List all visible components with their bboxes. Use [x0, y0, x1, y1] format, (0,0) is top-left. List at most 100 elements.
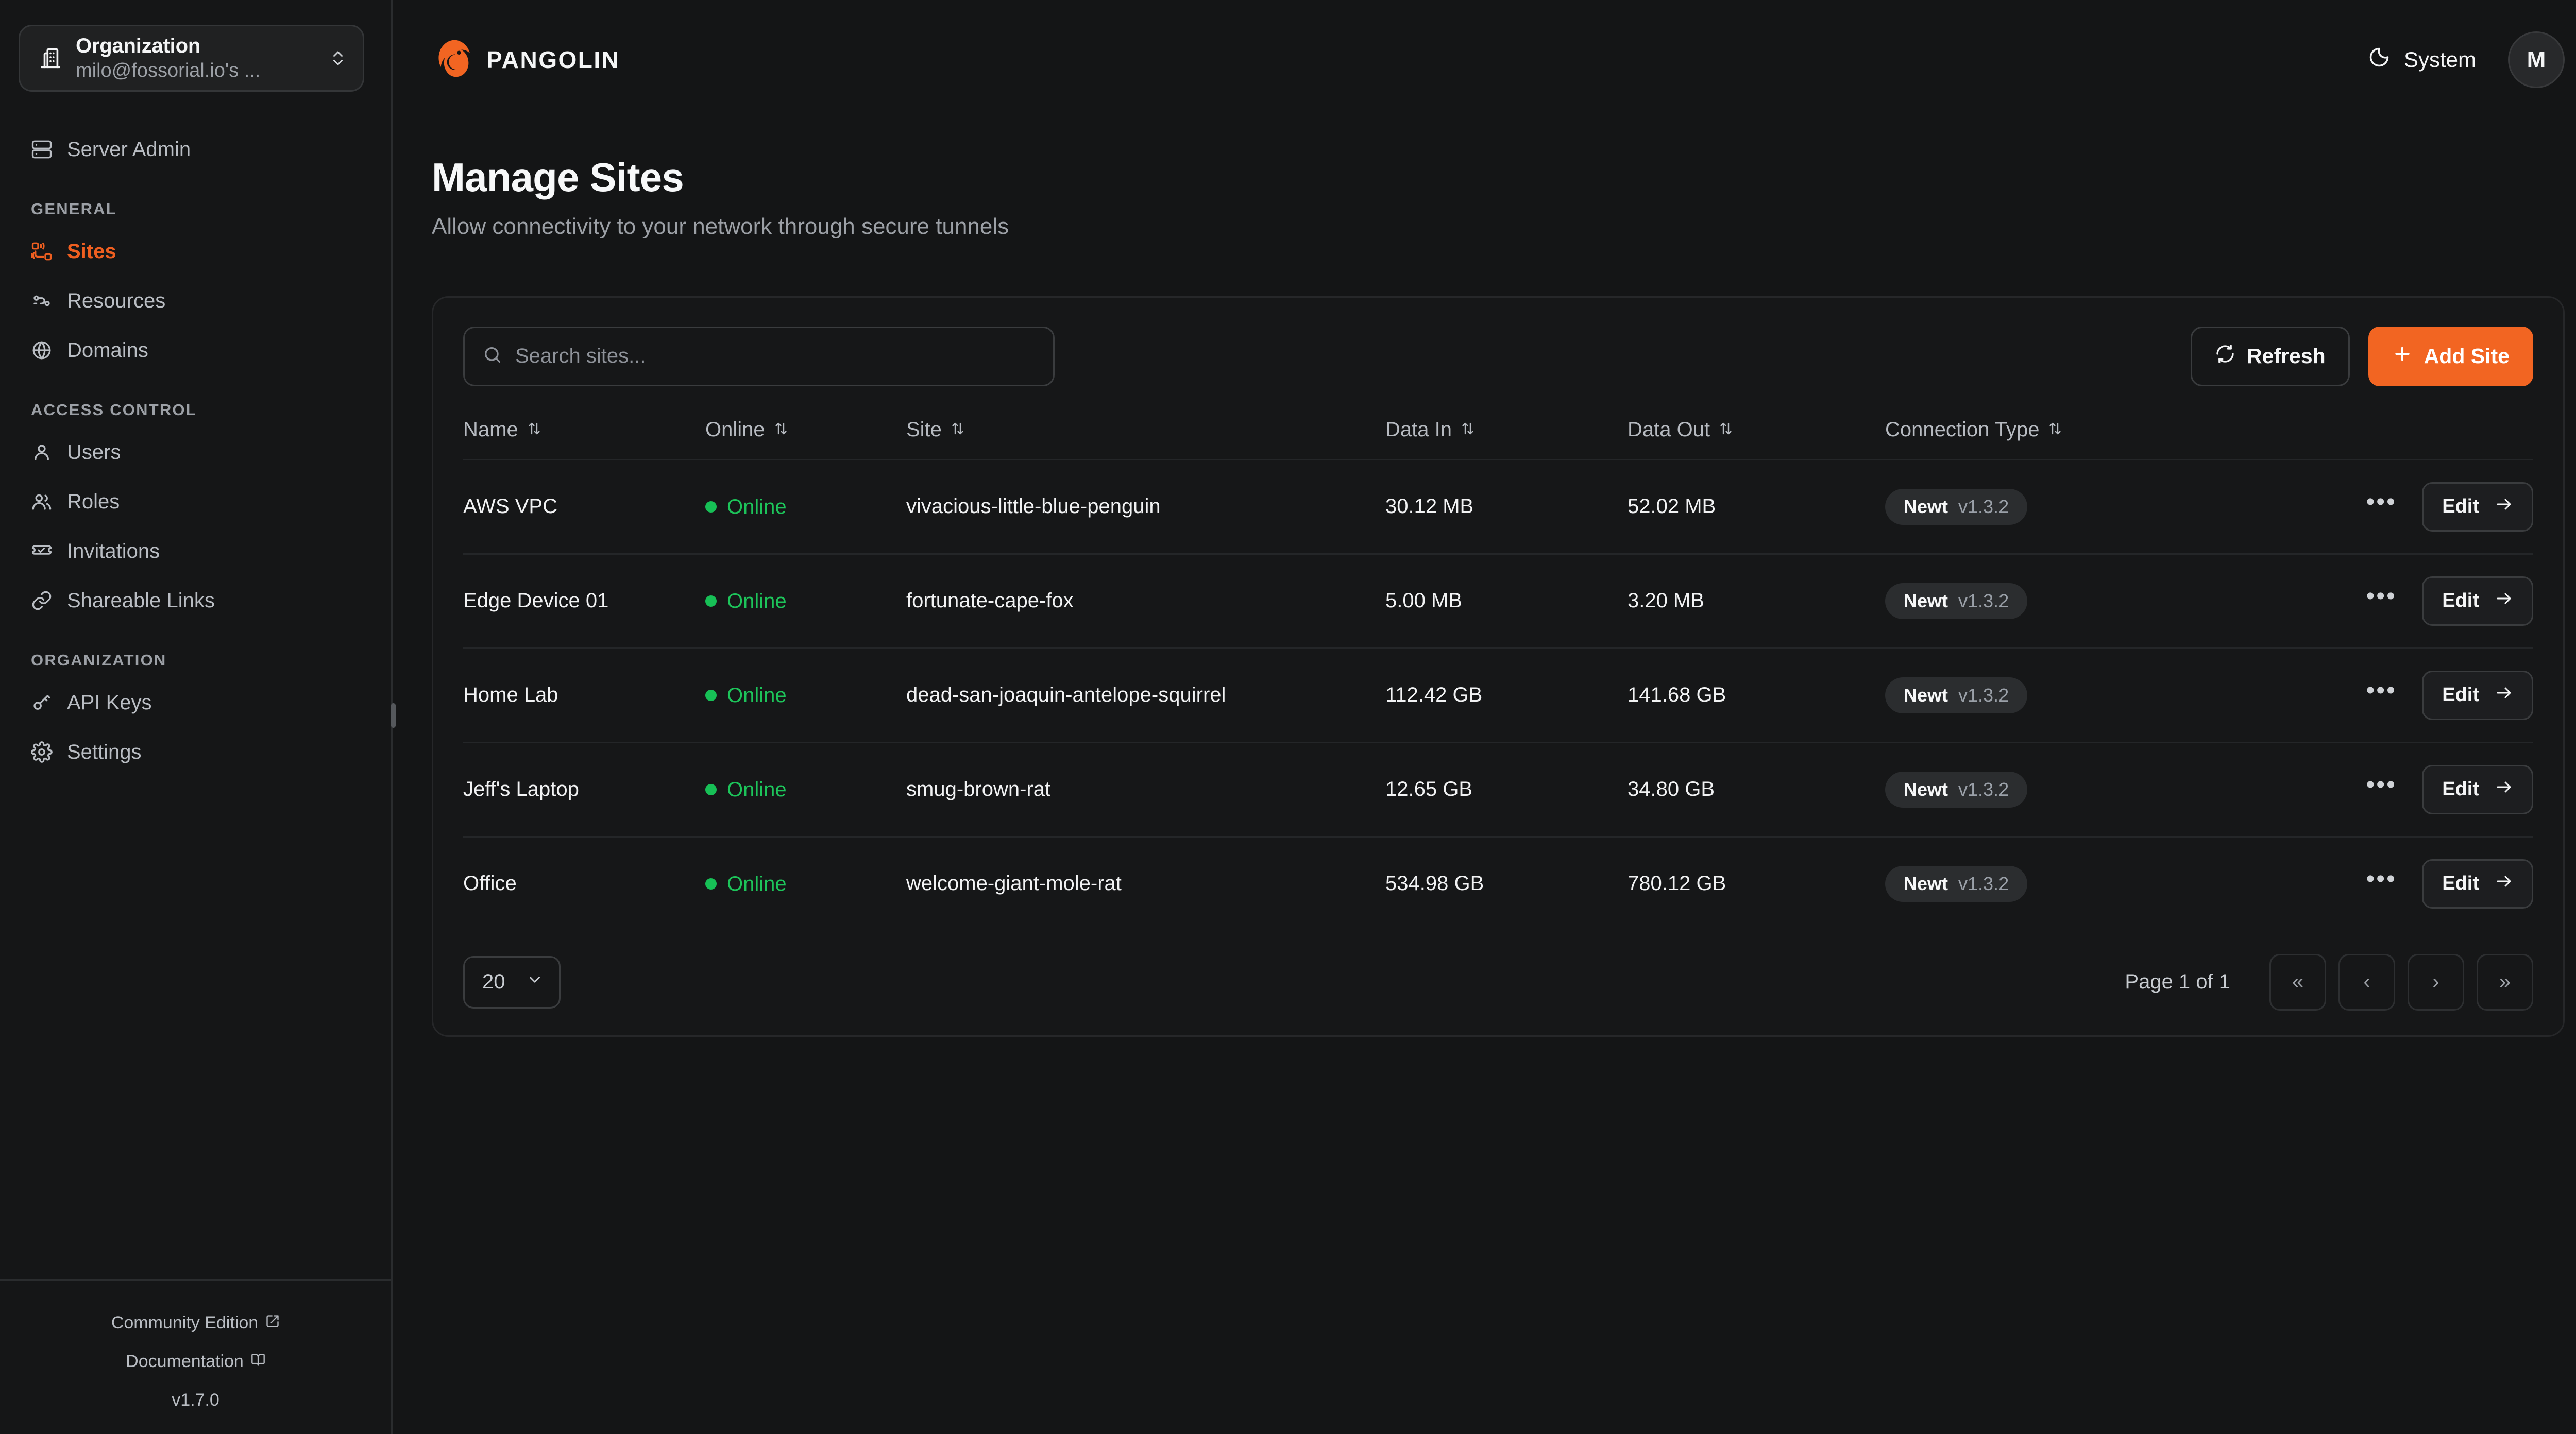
table-row[interactable]: Office Online welcome-giant-mole-rat 534… — [463, 835, 2533, 930]
edit-button[interactable]: Edit — [2422, 670, 2533, 720]
key-icon — [31, 692, 53, 713]
org-switcher[interactable]: Organization milo@fossorial.io's ... — [19, 25, 364, 92]
sidebar-item-settings[interactable]: Settings — [19, 727, 372, 777]
sidebar-item-sites[interactable]: Sites — [19, 227, 372, 276]
sidebar-item-api-keys[interactable]: API Keys — [19, 678, 372, 727]
cell-online: Online — [705, 741, 906, 837]
status-badge: Online — [727, 684, 787, 707]
sidebar-item-resources[interactable]: Resources — [19, 276, 372, 326]
column-header-data-out[interactable]: Data Out — [1628, 409, 1885, 460]
connection-name: Newt — [1904, 684, 1948, 706]
edit-button[interactable]: Edit — [2422, 764, 2533, 814]
cell-actions: ••• Edit — [2277, 835, 2533, 930]
sidebar-section-label: GENERAL — [31, 200, 117, 218]
status-dot-icon — [705, 878, 717, 890]
sidebar-resize-handle[interactable] — [391, 703, 396, 728]
column-header-connection-type[interactable]: Connection Type — [1885, 409, 2277, 460]
ticket-check-icon — [31, 540, 53, 562]
cell-data-in: 534.98 GB — [1385, 835, 1628, 930]
user-icon — [31, 441, 53, 463]
arrow-right-icon — [2495, 684, 2513, 707]
next-page-button[interactable]: › — [2408, 953, 2464, 1011]
app-version: v1.7.0 — [172, 1390, 219, 1410]
column-header-data-in[interactable]: Data In — [1385, 409, 1628, 460]
ellipsis-icon[interactable]: ••• — [2366, 676, 2397, 704]
sort-icon — [950, 418, 965, 441]
connection-version: v1.3.2 — [1958, 873, 2009, 894]
edit-button[interactable]: Edit — [2422, 859, 2533, 909]
table-row[interactable]: Jeff's Laptop Online smug-brown-rat 12.6… — [463, 741, 2533, 837]
edit-button[interactable]: Edit — [2422, 482, 2533, 532]
cell-site: dead-san-joaquin-antelope-squirrel — [906, 647, 1385, 743]
cell-actions: ••• Edit — [2277, 647, 2533, 743]
rows-per-page-select[interactable]: 20 — [463, 955, 561, 1009]
search-box[interactable] — [463, 326, 1055, 386]
connection-badge: Newt v1.3.2 — [1885, 488, 2028, 525]
sites-icon — [31, 241, 53, 262]
sidebar-item-label: Server Admin — [67, 138, 191, 161]
avatar-initial: M — [2527, 47, 2546, 72]
search-input[interactable] — [515, 345, 1036, 368]
cell-site: smug-brown-rat — [906, 741, 1385, 837]
page-indicator: Page 1 of 1 — [2125, 970, 2230, 994]
brand[interactable]: PANGOLIN — [432, 37, 620, 83]
table-body: AWS VPC Online vivacious-little-blue-pen… — [463, 458, 2533, 930]
add-site-button[interactable]: Add Site — [2368, 326, 2533, 386]
previous-page-button[interactable]: ‹ — [2338, 953, 2395, 1011]
cell-site: welcome-giant-mole-rat — [906, 835, 1385, 930]
sort-icon — [1460, 418, 1476, 441]
column-label: Data Out — [1628, 418, 1710, 441]
sort-icon — [527, 418, 542, 441]
search-icon — [482, 345, 503, 368]
refresh-button[interactable]: Refresh — [2191, 326, 2350, 386]
ellipsis-icon[interactable]: ••• — [2366, 582, 2397, 610]
cell-online: Online — [705, 647, 906, 743]
plus-icon — [2392, 344, 2413, 369]
avatar[interactable]: M — [2508, 31, 2565, 88]
documentation-link[interactable]: Documentation — [0, 1352, 391, 1372]
connection-name: Newt — [1904, 590, 1948, 611]
cell-data-in: 12.65 GB — [1385, 741, 1628, 837]
ellipsis-icon[interactable]: ••• — [2366, 771, 2397, 798]
last-page-button[interactable]: » — [2477, 953, 2533, 1011]
table-row[interactable]: Edge Device 01 Online fortunate-cape-fox… — [463, 553, 2533, 648]
ellipsis-icon[interactable]: ••• — [2366, 488, 2397, 516]
resources-icon — [31, 290, 53, 312]
link-icon — [31, 590, 53, 611]
server-icon — [31, 139, 53, 160]
org-subtitle: milo@fossorial.io's ... — [76, 60, 261, 82]
connection-version: v1.3.2 — [1958, 778, 2009, 800]
column-header-site[interactable]: Site — [906, 409, 1385, 460]
sidebar-item-server-admin[interactable]: Server Admin — [19, 125, 372, 174]
edit-button[interactable]: Edit — [2422, 576, 2533, 626]
cell-connection-type: Newt v1.3.2 — [1885, 835, 2277, 930]
arrow-right-icon — [2495, 872, 2513, 896]
cell-connection-type: Newt v1.3.2 — [1885, 647, 2277, 743]
cell-site: fortunate-cape-fox — [906, 553, 1385, 648]
status-dot-icon — [705, 595, 717, 607]
sidebar-item-invitations[interactable]: Invitations — [19, 526, 372, 576]
sidebar-item-domains[interactable]: Domains — [19, 326, 372, 375]
ellipsis-icon[interactable]: ••• — [2366, 865, 2397, 893]
edit-label: Edit — [2442, 778, 2479, 800]
column-header-online[interactable]: Online — [705, 409, 906, 460]
column-label: Data In — [1385, 418, 1452, 441]
table-row[interactable]: Home Lab Online dead-san-joaquin-antelop… — [463, 647, 2533, 743]
column-header-name[interactable]: Name — [463, 409, 705, 460]
main-content: PANGOLIN System M Manage Sites Allow con… — [393, 0, 2576, 1434]
cell-connection-type: Newt v1.3.2 — [1885, 553, 2277, 648]
table-row[interactable]: AWS VPC Online vivacious-little-blue-pen… — [463, 458, 2533, 554]
sidebar-item-roles[interactable]: Roles — [19, 477, 372, 526]
sidebar-group-organization: ORGANIZATION API Keys — [19, 651, 372, 777]
cell-online: Online — [705, 835, 906, 930]
sidebar-item-shareable-links[interactable]: Shareable Links — [19, 576, 372, 625]
theme-toggle[interactable]: System — [2368, 46, 2476, 74]
community-edition-link[interactable]: Community Edition — [0, 1313, 391, 1333]
first-page-button[interactable]: « — [2269, 953, 2326, 1011]
sidebar-item-label: Shareable Links — [67, 589, 215, 612]
cell-name: Home Lab — [463, 647, 705, 743]
sidebar-item-users[interactable]: Users — [19, 428, 372, 477]
status-badge: Online — [727, 495, 787, 518]
community-edition-label: Community Edition — [111, 1313, 259, 1333]
connection-name: Newt — [1904, 778, 1948, 800]
